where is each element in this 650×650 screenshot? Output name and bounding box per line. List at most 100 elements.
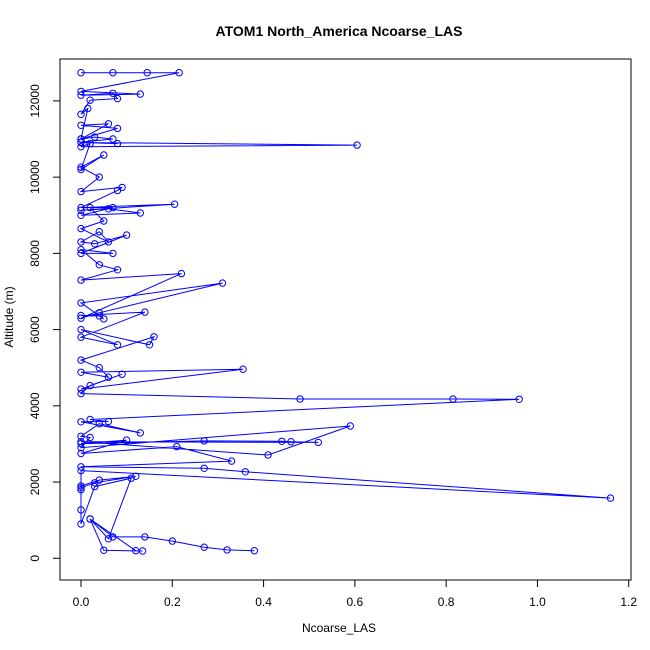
data-point xyxy=(200,437,208,445)
data-point xyxy=(104,417,113,426)
data-point xyxy=(84,104,92,113)
data-point xyxy=(223,546,231,554)
data-point xyxy=(150,333,158,341)
data-point xyxy=(449,395,457,403)
x-tick-label: 0.8 xyxy=(438,595,455,609)
data-point xyxy=(95,261,104,269)
data-point xyxy=(104,205,113,213)
data-point xyxy=(77,520,85,528)
data-point xyxy=(77,187,85,196)
data-point xyxy=(241,468,250,476)
data-point xyxy=(136,209,145,217)
data-point xyxy=(227,457,236,465)
data-point xyxy=(218,279,227,287)
data-point xyxy=(77,165,85,174)
data-point xyxy=(91,133,99,141)
data-point xyxy=(77,211,85,220)
data-point xyxy=(100,546,108,554)
data-point xyxy=(141,308,149,316)
data-point xyxy=(77,245,85,254)
data-point xyxy=(77,439,85,448)
data-point xyxy=(77,87,85,96)
chart-title: ATOM1 North_America Ncoarse_LAS xyxy=(216,23,463,39)
data-point xyxy=(95,420,104,428)
data-point xyxy=(77,444,85,452)
data-point xyxy=(77,333,85,341)
data-point xyxy=(77,314,85,322)
data-point xyxy=(77,206,85,215)
data-point xyxy=(77,325,85,334)
data-point xyxy=(118,370,126,378)
data-point xyxy=(77,389,85,398)
data-point xyxy=(173,442,181,451)
data-point xyxy=(606,494,615,502)
y-tick-label: 2000 xyxy=(28,468,42,495)
y-tick-label: 6000 xyxy=(28,316,42,343)
data-point xyxy=(77,484,85,492)
data-point xyxy=(95,228,104,236)
x-axis: 0.0 0.2 0.4 0.6 0.8 1.0 1.2 xyxy=(73,579,637,609)
data-point xyxy=(77,463,85,471)
data-point xyxy=(77,368,85,376)
data-point xyxy=(77,506,85,514)
data-point xyxy=(113,266,122,274)
data-point xyxy=(77,249,85,258)
data-point xyxy=(104,373,113,381)
data-point xyxy=(250,547,259,555)
data-point xyxy=(118,183,126,192)
data-point xyxy=(77,138,85,146)
data-point xyxy=(122,436,131,444)
data-point xyxy=(346,422,354,430)
data-point xyxy=(77,311,85,320)
x-tick-label: 0.6 xyxy=(347,595,364,609)
data-point xyxy=(100,217,108,225)
data-point xyxy=(296,395,304,403)
data-point xyxy=(145,341,154,349)
data-point xyxy=(86,415,94,424)
data-point xyxy=(77,449,85,458)
data-point xyxy=(287,438,295,446)
data-point xyxy=(109,203,117,212)
data-point xyxy=(86,96,94,104)
series-points xyxy=(77,69,615,555)
data-point xyxy=(104,238,113,246)
data-point xyxy=(77,486,85,494)
data-point xyxy=(353,141,361,149)
data-point xyxy=(113,139,122,148)
x-tick-label: 1.2 xyxy=(620,595,637,609)
data-point xyxy=(77,432,85,440)
y-tick-label: 4000 xyxy=(28,392,42,419)
plot-frame xyxy=(59,58,632,581)
data-point xyxy=(91,482,99,491)
data-point xyxy=(77,418,85,426)
data-point xyxy=(77,299,85,307)
data-point xyxy=(91,479,99,487)
y-tick-label: 0 xyxy=(28,555,42,562)
data-point xyxy=(168,537,177,545)
data-point xyxy=(113,94,122,103)
series-lines xyxy=(79,72,611,552)
data-point xyxy=(109,135,117,143)
data-point xyxy=(136,90,145,98)
data-point xyxy=(77,238,85,246)
y-axis-label: Altitude (m) xyxy=(2,286,16,347)
data-point xyxy=(77,163,85,171)
data-point xyxy=(141,533,149,541)
data-point xyxy=(314,438,322,447)
data-point xyxy=(170,200,179,208)
data-point xyxy=(77,356,85,364)
data-point xyxy=(143,69,151,77)
data-point xyxy=(86,203,94,212)
y-tick-label: 12000 xyxy=(28,84,42,118)
x-tick-label: 1.0 xyxy=(529,595,546,609)
data-point xyxy=(109,249,117,258)
y-tick-label: 10000 xyxy=(28,160,42,194)
data-point xyxy=(239,365,247,373)
data-point xyxy=(77,276,85,284)
data-point xyxy=(91,240,99,248)
data-point xyxy=(264,451,272,459)
data-point xyxy=(278,437,286,445)
data-point xyxy=(77,135,85,143)
data-point xyxy=(77,121,85,130)
